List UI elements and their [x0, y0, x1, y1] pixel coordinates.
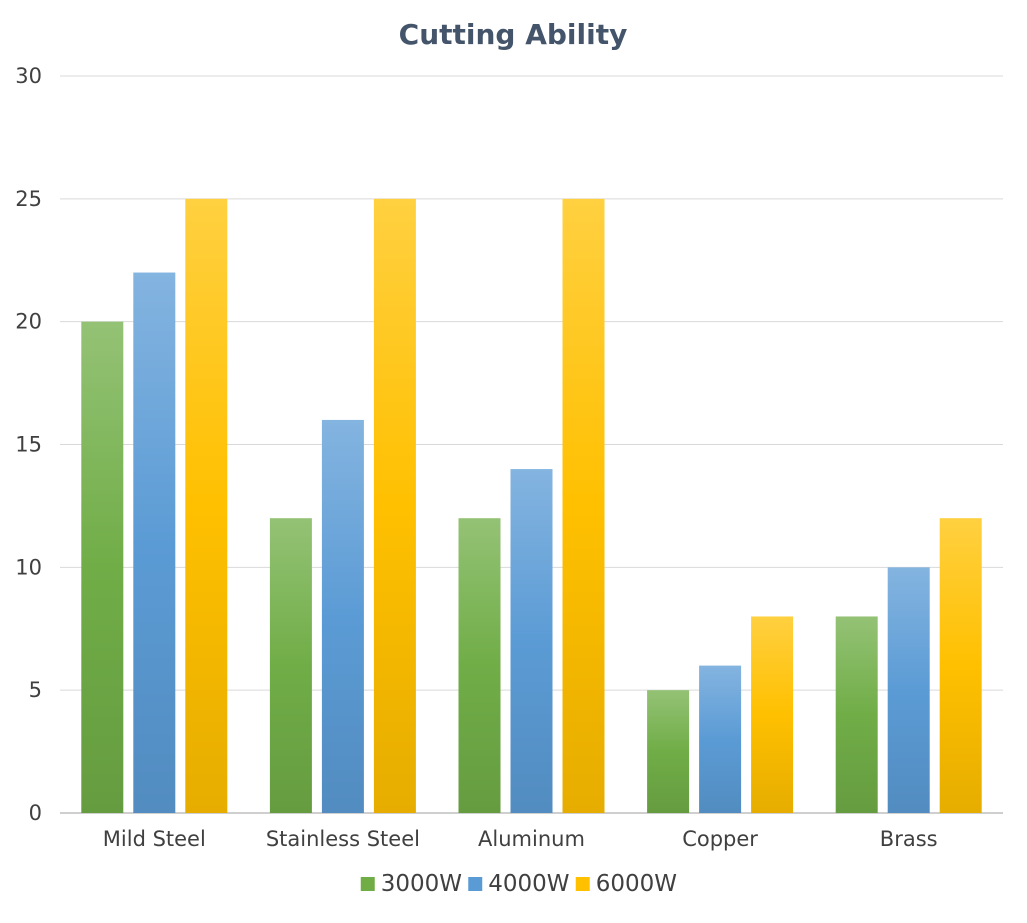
bars [81, 198, 982, 814]
x-axis-labels: Mild Steel Stainless Steel Aluminum Copper B… [103, 827, 938, 851]
y-tick-label: 25 [15, 187, 42, 211]
bar-3000w-mild-steel [81, 321, 124, 813]
bar-6000w-stainless-steel [373, 198, 416, 814]
bar-3000w-aluminum [458, 518, 501, 813]
bar-6000w-brass [939, 518, 982, 813]
bar-6000w-copper [751, 616, 794, 813]
bar-4000w-mild-steel [133, 272, 176, 813]
x-category-label: Aluminum [478, 827, 585, 851]
x-category-label: Mild Steel [103, 827, 206, 851]
y-tick-label: 5 [29, 678, 42, 702]
bar-3000w-stainless-steel [269, 518, 312, 813]
legend-swatch-6000w [575, 877, 590, 891]
bar-4000w-aluminum [510, 469, 553, 813]
bar-4000w-copper [699, 665, 742, 813]
bar-4000w-brass [887, 567, 930, 813]
y-tick-label: 30 [15, 64, 42, 88]
legend-swatch-4000w [468, 877, 483, 891]
y-tick-label: 15 [15, 433, 42, 457]
x-category-label: Copper [682, 827, 758, 851]
legend-label-6000w: 6000W [596, 871, 677, 897]
legend-swatch-3000w [360, 877, 375, 891]
y-tick-label: 10 [15, 555, 42, 579]
legend-label-4000w: 4000W [488, 871, 569, 897]
bar-6000w-mild-steel [185, 198, 228, 814]
chart-title: Cutting Ability [399, 18, 628, 51]
x-category-label: Brass [880, 827, 938, 851]
bar-3000w-brass [835, 616, 878, 813]
y-tick-label: 0 [29, 801, 42, 825]
legend-label-3000w: 3000W [381, 871, 462, 897]
legend: 3000W 4000W 6000W [360, 871, 677, 897]
y-axis-ticks: 0 5 10 15 20 25 30 [15, 64, 42, 825]
x-category-label: Stainless Steel [266, 827, 420, 851]
bar-4000w-stainless-steel [321, 419, 364, 813]
y-tick-label: 20 [15, 310, 42, 334]
bar-3000w-copper [647, 690, 690, 813]
bar-6000w-aluminum [562, 198, 605, 814]
